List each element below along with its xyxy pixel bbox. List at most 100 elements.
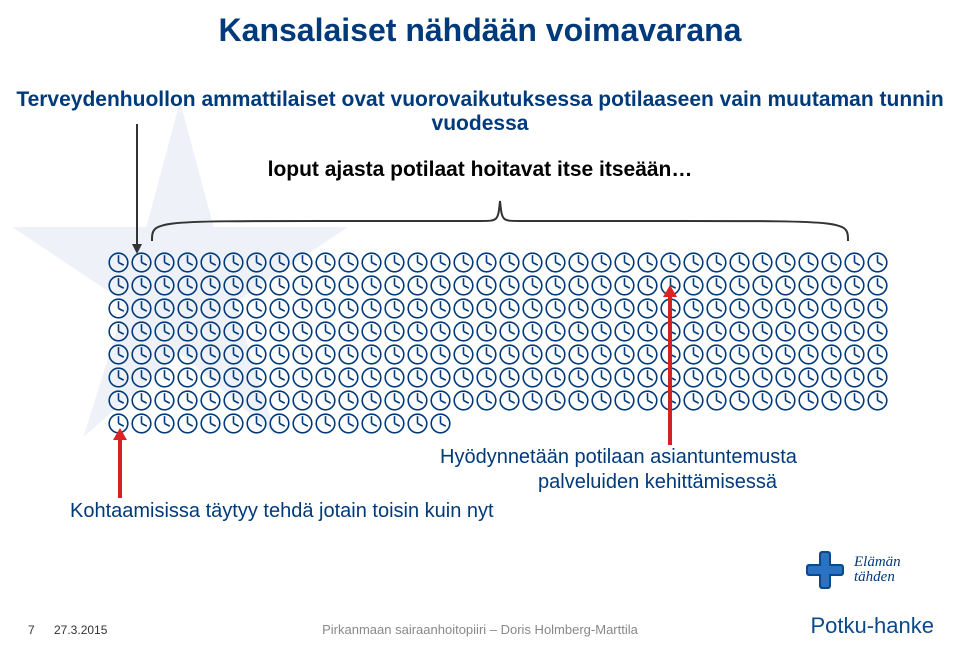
clock-icon [269, 390, 290, 411]
clock-icon [246, 367, 267, 388]
title-text: Kansalaiset nähdään voimavarana [219, 12, 742, 48]
clock-icon [453, 344, 474, 365]
clock-icon [384, 252, 405, 273]
clock-icon [131, 367, 152, 388]
clock-icon [384, 344, 405, 365]
clock-icon [223, 390, 244, 411]
clock-icon [752, 367, 773, 388]
clock-icon [108, 275, 129, 296]
clock-icon [522, 367, 543, 388]
clock-icon [269, 367, 290, 388]
clock-icon [292, 390, 313, 411]
clock-icon [844, 252, 865, 273]
clock-icon [867, 252, 888, 273]
clock-icon [292, 344, 313, 365]
clock-icon [200, 275, 221, 296]
clock-icon [292, 298, 313, 319]
clock-icon [729, 275, 750, 296]
clock-icon [683, 252, 704, 273]
clock-icon [821, 252, 842, 273]
clock-icon [361, 367, 382, 388]
logo-text: Elämän tähden [854, 555, 901, 585]
clock-icon [545, 298, 566, 319]
clock-icon [729, 390, 750, 411]
clock-icon [154, 321, 175, 342]
clock-row [108, 413, 888, 436]
clock-icon [844, 321, 865, 342]
clock-icon [154, 275, 175, 296]
clock-icon [499, 321, 520, 342]
clock-icon [844, 275, 865, 296]
clock-icon [614, 367, 635, 388]
clock-row [108, 275, 888, 298]
clock-icon [752, 252, 773, 273]
clock-icon [407, 413, 428, 434]
clock-icon [315, 344, 336, 365]
clock-icon [821, 390, 842, 411]
clock-icon [706, 321, 727, 342]
clock-icon [752, 298, 773, 319]
clock-icon [591, 298, 612, 319]
clock-icon [177, 367, 198, 388]
clock-icon [338, 252, 359, 273]
clock-icon [522, 321, 543, 342]
clock-icon [660, 252, 681, 273]
clock-icon [108, 252, 129, 273]
footer: 7 27.3.2015 Pirkanmaan sairaanhoitopiiri… [0, 609, 960, 649]
clock-icon [200, 367, 221, 388]
clock-icon [775, 252, 796, 273]
clock-icon [453, 275, 474, 296]
clock-icon [154, 413, 175, 434]
clock-icon [384, 321, 405, 342]
clock-icon [154, 298, 175, 319]
subtitle-text: Terveydenhuollon ammattilaiset ovat vuor… [16, 88, 943, 135]
clock-icon [844, 367, 865, 388]
clock-icon [108, 321, 129, 342]
clock-icon [269, 275, 290, 296]
clock-icon [637, 275, 658, 296]
clock-icon [131, 252, 152, 273]
clock-icon [246, 413, 267, 434]
clock-icon [545, 367, 566, 388]
clock-icon [177, 298, 198, 319]
clock-icon [154, 344, 175, 365]
clock-icon [683, 344, 704, 365]
clock-icon [568, 367, 589, 388]
clock-icon [430, 321, 451, 342]
red-arrow-right-icon [668, 297, 672, 445]
clock-icon [637, 298, 658, 319]
clock-icon [683, 275, 704, 296]
clock-icon [568, 344, 589, 365]
clock-icon [614, 252, 635, 273]
clock-icon [775, 298, 796, 319]
clock-icon [131, 321, 152, 342]
clock-icon [177, 252, 198, 273]
clock-icon [131, 275, 152, 296]
clock-icon [131, 298, 152, 319]
annotation-right-line2: palveluiden kehittämisessä [440, 470, 880, 495]
clock-icon [775, 344, 796, 365]
red-arrow-left-icon [118, 440, 122, 498]
clock-icon [499, 252, 520, 273]
logo-cross-icon [804, 549, 846, 591]
clock-icon [568, 275, 589, 296]
clock-icon [844, 344, 865, 365]
clock-icon [614, 390, 635, 411]
clock-icon [269, 298, 290, 319]
clock-icon [867, 298, 888, 319]
clock-icon [131, 413, 152, 434]
clock-icon [246, 252, 267, 273]
clock-icon [108, 344, 129, 365]
clock-icon [430, 252, 451, 273]
clock-icon [453, 298, 474, 319]
clock-icon [775, 321, 796, 342]
clock-icon [453, 390, 474, 411]
clock-icon [522, 344, 543, 365]
clock-icon [430, 344, 451, 365]
annotation-right: Hyödynnetään potilaan asiantuntemusta pa… [440, 445, 880, 495]
clock-icon [683, 298, 704, 319]
clock-icon [223, 298, 244, 319]
annotation-left-text: Kohtaamisissa täytyy tehdä jotain toisin… [70, 500, 494, 522]
clock-icon [476, 298, 497, 319]
clock-icon [614, 344, 635, 365]
